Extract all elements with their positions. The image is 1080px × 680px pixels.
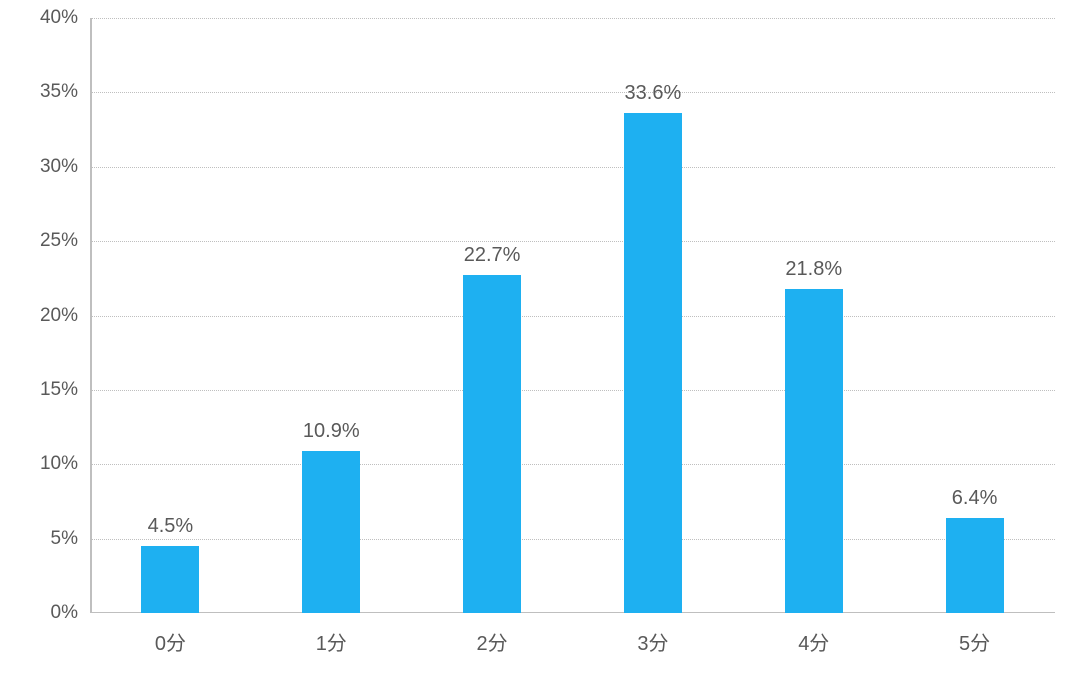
bar-value-label: 33.6% [625, 82, 682, 105]
bar [785, 289, 843, 613]
bar [624, 113, 682, 613]
gridline [90, 92, 1055, 93]
x-axis-line [90, 612, 1055, 614]
bar [463, 275, 521, 613]
bar-value-label: 6.4% [952, 487, 998, 510]
x-tick-label: 4分 [798, 627, 829, 656]
y-tick-label: 10% [8, 453, 78, 475]
y-axis-line [90, 18, 92, 613]
gridline [90, 241, 1055, 242]
bar-value-label: 10.9% [303, 420, 360, 443]
x-tick-label: 0分 [155, 627, 186, 656]
bar-chart: 0% 5% 10% 15% 20% 25% 30% 35% 40% 4.5% 0分 10.9% 1分 22… [0, 0, 1080, 680]
bar-value-label: 4.5% [148, 515, 194, 538]
bar [946, 518, 1004, 613]
y-tick-label: 20% [8, 305, 78, 327]
x-tick-label: 2分 [477, 627, 508, 656]
y-tick-label: 5% [8, 528, 78, 550]
y-tick-label: 15% [8, 379, 78, 401]
y-tick-label: 0% [8, 602, 78, 624]
bar-value-label: 22.7% [464, 244, 521, 267]
y-tick-label: 40% [8, 7, 78, 29]
gridline [90, 18, 1055, 19]
bar [141, 546, 199, 613]
y-tick-label: 35% [8, 81, 78, 103]
gridline [90, 167, 1055, 168]
x-tick-label: 1分 [316, 627, 347, 656]
bar-value-label: 21.8% [785, 258, 842, 281]
gridline [90, 464, 1055, 465]
x-tick-label: 3分 [637, 627, 668, 656]
gridline [90, 539, 1055, 540]
x-tick-label: 5分 [959, 627, 990, 656]
plot-area: 0%5%10%15%20%25%30%35%40%4.5%0分10.9%1分22… [90, 18, 1055, 613]
gridline [90, 390, 1055, 391]
y-tick-label: 30% [8, 156, 78, 178]
y-tick-label: 25% [8, 230, 78, 252]
gridline [90, 316, 1055, 317]
bar [302, 451, 360, 613]
